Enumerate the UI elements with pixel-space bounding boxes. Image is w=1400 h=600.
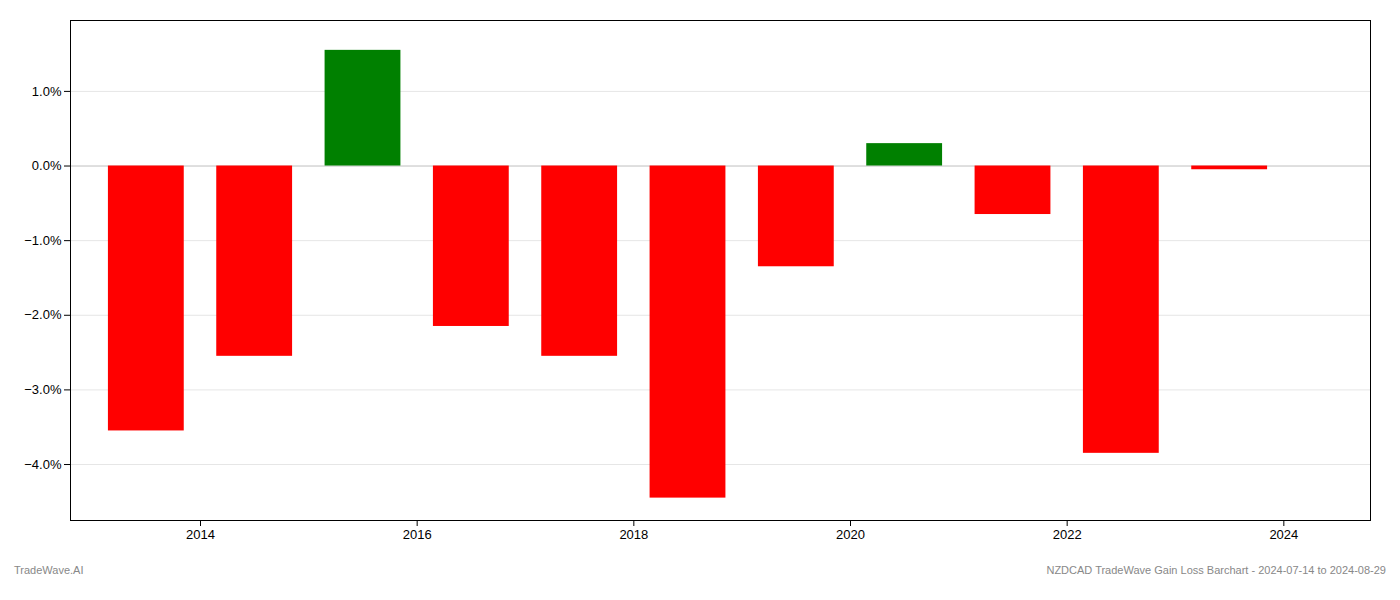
svg-text:0.0%: 0.0%	[32, 158, 62, 173]
html-text:NZDCAD TradeWave Gain Loss Bar: NZDCAD TradeWave Gain Loss Barchart - 20…	[1046, 564, 1386, 576]
svg-text:2014: 2014	[186, 527, 215, 542]
svg-text:2020: 2020	[836, 527, 865, 542]
svg-text:−3.0%: −3.0%	[24, 382, 62, 397]
svg-text:1.0%: 1.0%	[32, 84, 62, 99]
svg-text:2022: 2022	[1053, 527, 1082, 542]
svg-text:2024: 2024	[1269, 527, 1298, 542]
svg-text:−1.0%: −1.0%	[24, 233, 62, 248]
svg-text:2016: 2016	[403, 527, 432, 542]
svg-text:−2.0%: −2.0%	[24, 307, 62, 322]
html-text:TradeWave.AI: TradeWave.AI	[14, 564, 84, 576]
svg-text:−4.0%: −4.0%	[24, 457, 62, 472]
svg-text:2018: 2018	[619, 527, 648, 542]
